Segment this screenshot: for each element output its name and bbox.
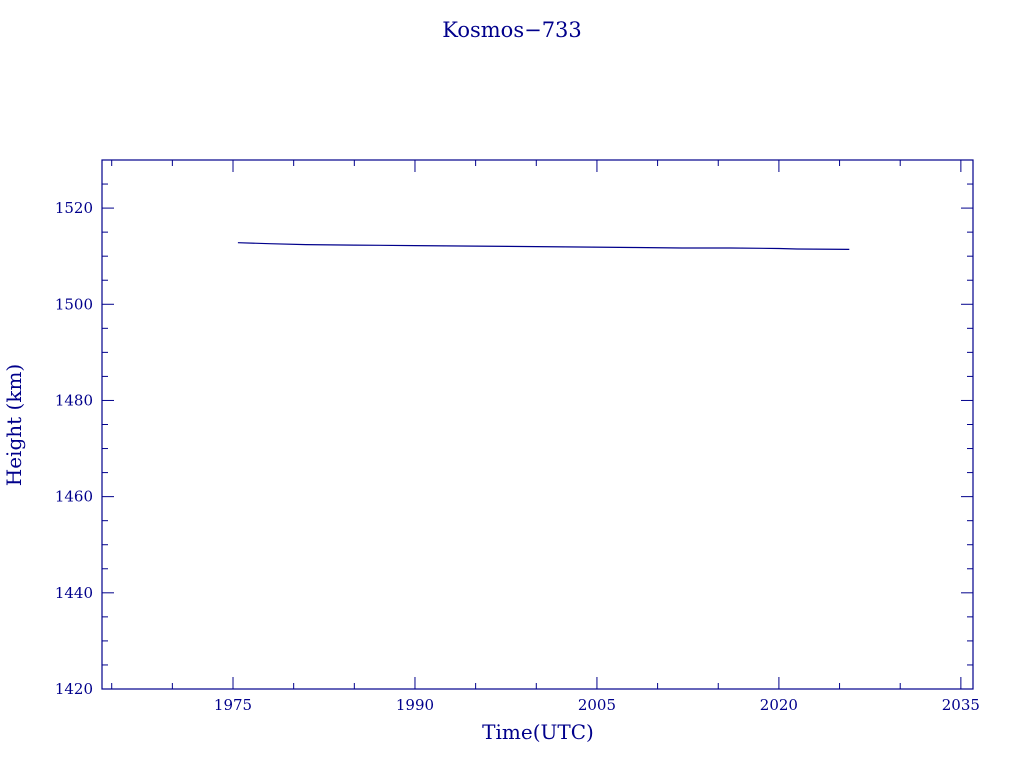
- x-tick-label: 2035: [942, 696, 980, 714]
- series-layer: [237, 242, 850, 250]
- y-tick-label: 1420: [55, 680, 93, 698]
- y-tick-label: 1460: [55, 488, 93, 506]
- plot-frame: [101, 159, 974, 690]
- y-tick-label: 1520: [55, 199, 93, 217]
- axis-ticks: 1975 1990 2005 2020 2035 1420 1440 1460 1480 1500…: [55, 159, 980, 714]
- chart-title: Kosmos−733: [442, 18, 582, 42]
- x-tick-label: 2020: [760, 696, 798, 714]
- y-axis-label: Height (km): [2, 364, 26, 486]
- x-axis-label: Time(UTC): [482, 720, 594, 744]
- y-tick-label: 1480: [55, 391, 93, 409]
- series-line: [237, 242, 850, 250]
- x-tick-label: 1975: [214, 696, 252, 714]
- x-tick-label: 1990: [396, 696, 434, 714]
- y-tick-label: 1440: [55, 584, 93, 602]
- y-tick-label: 1500: [55, 295, 93, 313]
- plot-border: [101, 159, 974, 690]
- x-tick-label: 2005: [578, 696, 616, 714]
